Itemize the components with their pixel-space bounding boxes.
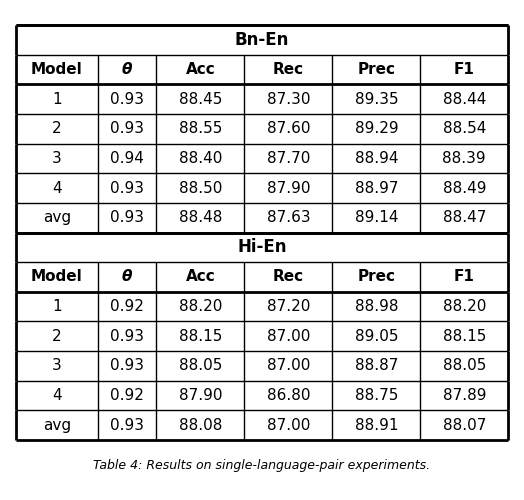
Text: 88.54: 88.54 [443,122,486,136]
Text: 0.93: 0.93 [110,122,144,136]
Text: 3: 3 [52,151,62,166]
Text: 2: 2 [52,329,62,344]
Text: 88.20: 88.20 [179,299,222,314]
Text: 89.29: 89.29 [355,122,398,136]
Text: 88.75: 88.75 [355,388,398,403]
Text: Acc: Acc [185,270,215,284]
Text: 89.14: 89.14 [355,210,398,225]
Text: 87.20: 87.20 [267,299,310,314]
Text: 88.40: 88.40 [179,151,222,166]
Text: avg: avg [42,418,71,432]
Text: Prec: Prec [357,62,395,77]
Text: 88.15: 88.15 [443,329,486,344]
Text: 0.93: 0.93 [110,358,144,374]
Text: Prec: Prec [357,270,395,284]
Text: Table 4: Results on single-language-pair experiments.: Table 4: Results on single-language-pair… [93,458,431,471]
Text: 4: 4 [52,388,62,403]
Text: 0.92: 0.92 [110,388,144,403]
Text: 0.93: 0.93 [110,180,144,196]
Text: 89.35: 89.35 [355,92,398,106]
Text: 3: 3 [52,358,62,374]
Text: 88.20: 88.20 [443,299,486,314]
Text: 87.00: 87.00 [267,329,310,344]
Text: 4: 4 [52,180,62,196]
Text: 87.89: 87.89 [443,388,486,403]
Text: 0.93: 0.93 [110,329,144,344]
Text: 87.63: 87.63 [267,210,310,225]
Text: 88.97: 88.97 [355,180,398,196]
Text: 88.50: 88.50 [179,180,222,196]
Text: Model: Model [31,270,83,284]
Text: 1: 1 [52,92,62,106]
Text: avg: avg [42,210,71,225]
Text: 88.05: 88.05 [179,358,222,374]
Text: 88.39: 88.39 [442,151,486,166]
Text: Bn-En: Bn-En [235,31,289,49]
Text: 0.93: 0.93 [110,92,144,106]
Text: 88.87: 88.87 [355,358,398,374]
Text: 88.47: 88.47 [443,210,486,225]
Text: 1: 1 [52,299,62,314]
Text: 87.00: 87.00 [267,418,310,432]
Text: 88.44: 88.44 [443,92,486,106]
Text: 88.05: 88.05 [443,358,486,374]
Text: Model: Model [31,62,83,77]
Text: 2: 2 [52,122,62,136]
Text: F1: F1 [454,62,475,77]
Text: 87.60: 87.60 [267,122,310,136]
Text: 88.94: 88.94 [355,151,398,166]
Text: Rec: Rec [273,270,304,284]
Text: 88.55: 88.55 [179,122,222,136]
Text: 87.30: 87.30 [267,92,310,106]
Text: 87.70: 87.70 [267,151,310,166]
Text: 0.93: 0.93 [110,418,144,432]
Text: F1: F1 [454,270,475,284]
Text: 88.08: 88.08 [179,418,222,432]
Text: 88.07: 88.07 [443,418,486,432]
Text: 0.93: 0.93 [110,210,144,225]
Text: θ: θ [122,62,133,77]
Text: 88.48: 88.48 [179,210,222,225]
Text: 0.94: 0.94 [110,151,144,166]
Text: 87.90: 87.90 [267,180,310,196]
Text: Acc: Acc [185,62,215,77]
Text: Hi-En: Hi-En [237,238,287,256]
Text: 88.49: 88.49 [443,180,486,196]
Text: 89.05: 89.05 [355,329,398,344]
Text: θ: θ [122,270,133,284]
Text: 88.98: 88.98 [355,299,398,314]
Text: 88.15: 88.15 [179,329,222,344]
Text: 87.90: 87.90 [179,388,222,403]
Text: 86.80: 86.80 [267,388,310,403]
Text: 0.92: 0.92 [110,299,144,314]
Text: 87.00: 87.00 [267,358,310,374]
Text: 88.91: 88.91 [355,418,398,432]
Text: Rec: Rec [273,62,304,77]
Text: 88.45: 88.45 [179,92,222,106]
